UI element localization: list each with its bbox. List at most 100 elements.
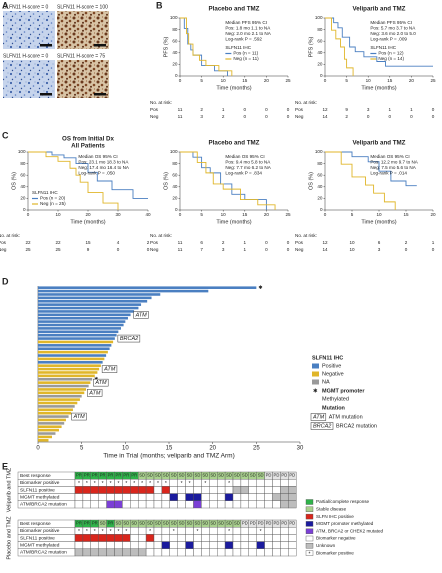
x-tick-label: 30 [297, 446, 304, 452]
stat-text: Neg: 7.7 mo 6.2 to NA [225, 165, 271, 170]
table-cell [153, 541, 163, 549]
response-text: SD [195, 473, 201, 478]
survival-curve [325, 151, 417, 187]
table-cell [137, 541, 147, 549]
table-cell [209, 548, 218, 557]
at-risk-count: 11 [178, 114, 183, 119]
bar [38, 435, 52, 439]
table-cell [256, 486, 265, 494]
bar [38, 296, 152, 300]
legend-swatch [305, 513, 314, 520]
response-text: SD [123, 521, 129, 526]
at-risk-count: 0 [432, 247, 435, 252]
table-cell [82, 541, 92, 549]
table-cell [256, 493, 265, 502]
table-cell [74, 493, 84, 502]
cell-marker: * [141, 481, 143, 487]
bar [38, 293, 161, 296]
table-cell [201, 534, 210, 542]
table-cell [232, 548, 242, 557]
table-cell [256, 479, 265, 487]
table-cell [169, 493, 178, 502]
x-axis-label: Time (months) [216, 219, 251, 225]
table-cell [74, 486, 84, 494]
row-label: MGMT methylated [20, 542, 60, 548]
at-risk-count: 11 [178, 247, 183, 252]
response-text: SD [187, 521, 193, 526]
annotation-box [133, 311, 149, 319]
x-tick-label: 15 [242, 212, 248, 217]
bar [38, 391, 85, 395]
table-cell [98, 534, 107, 542]
table-cell [201, 493, 210, 502]
at-risk-count: 2 [222, 240, 225, 245]
legend-label: Pos (n = 11) [233, 51, 258, 56]
table-cell [193, 486, 202, 494]
table-cell [130, 534, 139, 542]
y-tick-label: 60 [317, 172, 323, 177]
at-risk-title: No. at risk: [295, 100, 317, 105]
table-cell [161, 527, 170, 535]
response-text: SD [258, 473, 264, 478]
at-risk-count: 0 [287, 240, 290, 245]
response-text: PD [266, 473, 272, 478]
response-text: PD [274, 473, 280, 478]
table-cell [90, 541, 99, 549]
table-cell [240, 486, 249, 494]
cell-marker: * [117, 529, 119, 535]
bar [38, 428, 59, 432]
table-cell [256, 541, 265, 549]
at-risk-count: 9 [345, 107, 348, 112]
cell-marker: * [86, 481, 88, 487]
ihc-image [3, 11, 55, 49]
table-cell [161, 500, 170, 509]
response-text: SD [100, 521, 106, 526]
survival-curve [28, 151, 148, 199]
row-label: ATM/BRCA2 mutation [20, 502, 67, 508]
table-cell [264, 493, 273, 502]
y-axis-label: OS (%) [163, 172, 169, 190]
table-cell [122, 486, 131, 494]
response-text: SD [226, 473, 232, 478]
response-text: SD [234, 473, 240, 478]
at-risk-count: 0 [410, 114, 413, 119]
at-risk-title: No. at risk: [295, 233, 317, 238]
x-tick-label: 20 [264, 78, 270, 83]
cell-marker: * [86, 529, 88, 535]
bar [38, 316, 128, 320]
table-cell [106, 534, 115, 542]
x-tick-label: 5 [345, 78, 348, 83]
at-risk-count: 1 [244, 247, 247, 252]
at-risk-count: 3 [200, 114, 203, 119]
x-tick-label: 25 [285, 212, 291, 217]
table-cell [280, 493, 289, 502]
table-cell [114, 493, 123, 502]
table-cell [185, 527, 194, 535]
table-cell [98, 493, 107, 502]
stat-text: Pos: 23.1 mo 18.3 to NA [78, 160, 129, 165]
legend-box-text: BRCA2 [313, 423, 331, 429]
table-cell [161, 486, 170, 494]
table-cell [264, 548, 273, 557]
stat-text: Log-rank P = .834 [225, 171, 262, 176]
at-risk-name: Pos [295, 240, 304, 245]
annotation: ATM [135, 312, 148, 318]
legend-swatch [305, 543, 314, 549]
y-tick-label: 20 [317, 196, 323, 201]
legend-marker: ✱ [313, 387, 318, 394]
stat-text: Median PFS 95% CI [370, 20, 412, 25]
at-risk-count: 10 [349, 240, 355, 245]
at-risk-count: 3 [367, 107, 370, 112]
table-cell [177, 541, 186, 549]
table-cell [82, 493, 92, 502]
bar [38, 357, 105, 361]
response-text: PD [281, 473, 287, 478]
at-risk-count: 7 [200, 247, 203, 252]
at-risk-count: 1 [410, 107, 413, 112]
cell-marker: * [133, 481, 135, 487]
table-cell [145, 500, 155, 509]
x-tick-label: 20 [264, 212, 270, 217]
table-cell [272, 527, 281, 535]
table-cell [216, 527, 226, 535]
bar [38, 286, 257, 289]
